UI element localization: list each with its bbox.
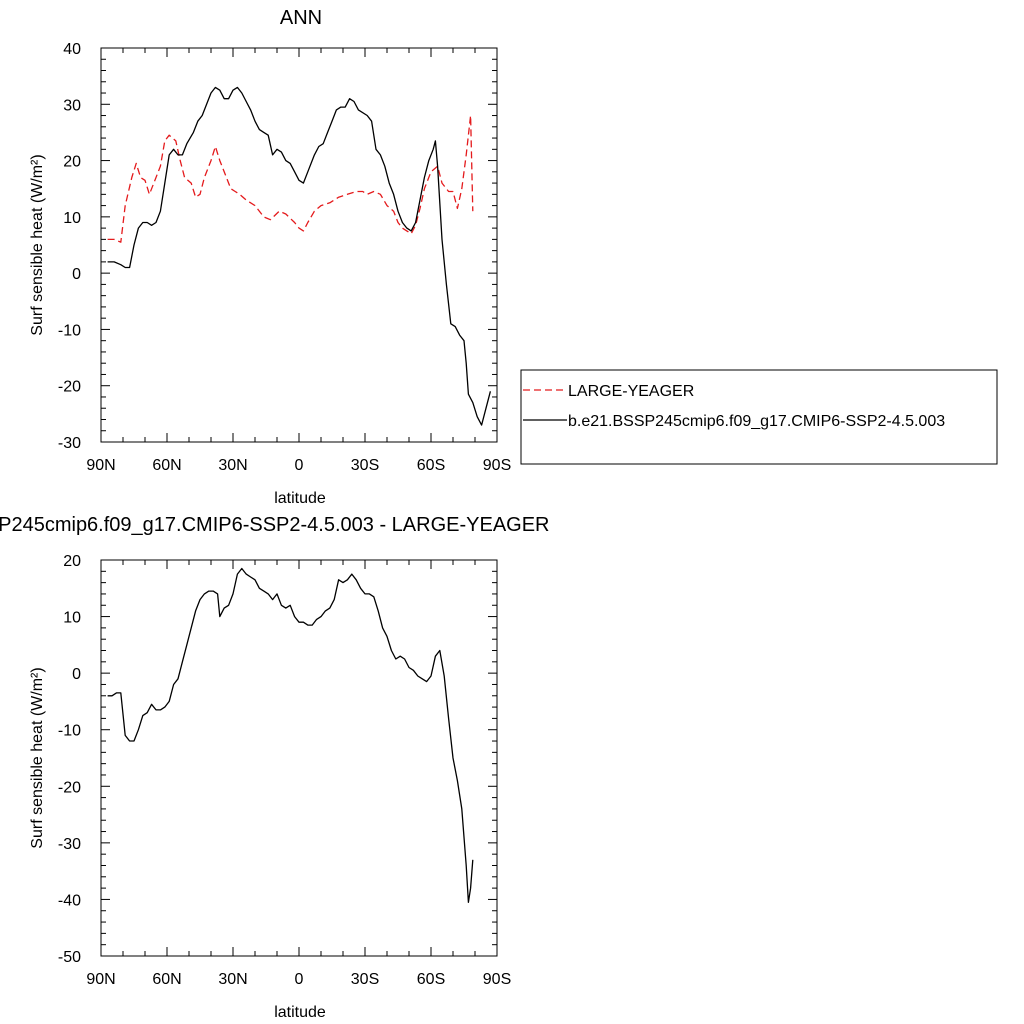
y-tick-label-bottom: 10 xyxy=(63,610,81,627)
x-tick-label-top: 30N xyxy=(218,457,247,474)
x-tick-label-top: 60N xyxy=(152,457,181,474)
panel-bottom: b.e21.BSSP245cmip6.f09_g17.CMIP6-SSP2-4.… xyxy=(0,514,550,1021)
legend: LARGE-YEAGER b.e21.BSSP245cmip6.f09_g17.… xyxy=(520,369,998,465)
legend-box xyxy=(520,369,998,465)
x-tick-label-top: 0 xyxy=(295,457,304,474)
x-tick-label-bottom: 0 xyxy=(295,971,304,988)
x-tick-label-bottom: 60S xyxy=(417,971,445,988)
x-tick-label-bottom: 90S xyxy=(483,971,511,988)
y-tick-label-bottom: -40 xyxy=(58,892,81,909)
y-tick-label-bottom: 0 xyxy=(72,666,81,683)
plot-frame-top xyxy=(100,47,498,443)
legend-label-large-yeager: LARGE-YEAGER xyxy=(568,383,694,400)
x-tick-label-top: 30S xyxy=(351,457,379,474)
y-tick-label-top: -10 xyxy=(58,322,81,339)
x-axis-label-bottom: latitude xyxy=(274,1004,326,1021)
y-tick-label-bottom: -10 xyxy=(58,723,81,740)
legend-label-ssp245: b.e21.BSSP245cmip6.f09_g17.CMIP6-SSP2-4.… xyxy=(568,413,945,430)
y-tick-label-bottom: -30 xyxy=(58,836,81,853)
chart-title-bottom: b.e21.BSSP245cmip6.f09_g17.CMIP6-SSP2-4.… xyxy=(0,514,550,536)
y-axis-label-bottom: Surf sensible heat (W/m²) xyxy=(29,667,46,848)
y-tick-label-bottom: -20 xyxy=(58,779,81,796)
x-tick-label-bottom: 30N xyxy=(218,971,247,988)
panel-top: ANN 90N 60N 30N 0 30S 60S 90S -30 -20 -10 0 10 20 30 4… xyxy=(29,7,998,507)
series-line-top-0 xyxy=(107,114,474,243)
x-tick-label-top: 60S xyxy=(417,457,445,474)
y-tick-label-top: 40 xyxy=(63,41,81,58)
y-tick-label-top: 20 xyxy=(63,154,81,171)
axis-ticks-top: 90N 60N 30N 0 30S 60S 90S -30 -20 -10 0 10 20 30 40 xyxy=(58,41,511,474)
y-tick-label-bottom: 20 xyxy=(63,553,81,570)
series-line-top-1 xyxy=(107,86,492,426)
y-tick-label-top: -30 xyxy=(58,435,81,452)
x-tick-label-bottom: 90N xyxy=(86,971,115,988)
x-tick-label-bottom: 30S xyxy=(351,971,379,988)
series-layer-bottom xyxy=(107,567,474,903)
x-tick-label-bottom: 60N xyxy=(152,971,181,988)
y-tick-label-bottom: -50 xyxy=(58,949,81,966)
y-tick-label-top: 0 xyxy=(72,266,81,283)
x-axis-label-top: latitude xyxy=(274,490,326,507)
series-line-bottom-0 xyxy=(107,567,474,903)
x-tick-label-top: 90S xyxy=(483,457,511,474)
y-axis-label-top: Surf sensible heat (W/m²) xyxy=(29,154,46,335)
series-layer-top xyxy=(107,86,492,426)
axis-ticks-bottom: 90N 60N 30N 0 30S 60S 90S -50 -40 -30 -20 -10 0 10 20 xyxy=(58,553,511,988)
plot-frame-bottom xyxy=(100,559,498,957)
y-tick-label-top: -20 xyxy=(58,379,81,396)
y-tick-label-top: 30 xyxy=(63,97,81,114)
chart-title-top: ANN xyxy=(280,7,322,29)
y-tick-label-top: 10 xyxy=(63,210,81,227)
x-tick-label-top: 90N xyxy=(86,457,115,474)
